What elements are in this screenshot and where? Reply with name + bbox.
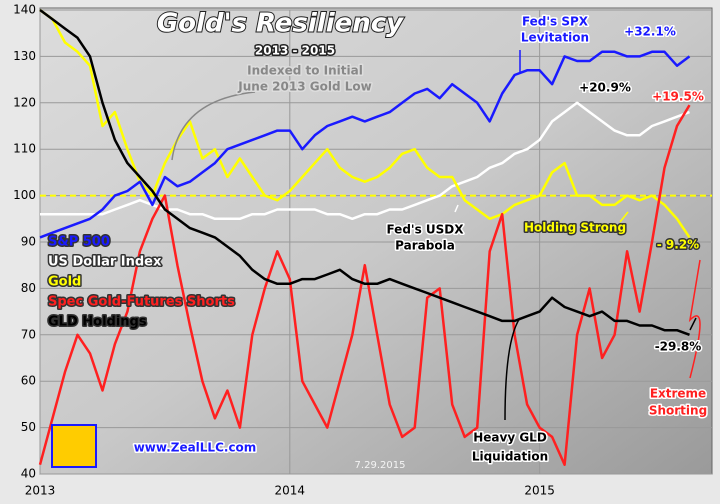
y-tick-label: 90 bbox=[21, 235, 36, 249]
chart-title: Gold's Resiliency bbox=[157, 9, 404, 39]
annotation: Parabola bbox=[395, 239, 455, 253]
annotation: Liquidation bbox=[472, 450, 548, 464]
annotation: +19.5% bbox=[652, 90, 704, 104]
annotation: Indexed to Initial bbox=[247, 64, 363, 78]
arrows bbox=[171, 50, 701, 421]
annotation: Shorting bbox=[649, 404, 707, 418]
annotation: www.ZealLLC.com bbox=[134, 441, 257, 455]
annotation: Heavy GLD bbox=[473, 431, 547, 445]
annotation: +20.9% bbox=[579, 81, 631, 95]
series-line bbox=[39, 8, 690, 336]
plot-area bbox=[39, 7, 713, 475]
series-line bbox=[38, 104, 691, 466]
x-tick-label: 2015 bbox=[524, 484, 555, 498]
annotation: - 9.2% bbox=[657, 238, 699, 252]
y-tick-label: 120 bbox=[13, 95, 36, 109]
y-tick-label: 130 bbox=[13, 49, 36, 63]
y-tick-label: 100 bbox=[13, 188, 36, 202]
legend-entry: Gold bbox=[48, 275, 81, 290]
y-tick-label: 40 bbox=[21, 467, 36, 481]
annotation: Levitation bbox=[521, 31, 589, 45]
legend-entry: US Dollar Index bbox=[48, 255, 162, 270]
legend: S&P 500 US Dollar Index Gold Spec Gold-Futu… bbox=[47, 233, 237, 331]
x-tick-label: 2014 bbox=[275, 484, 306, 498]
x-tick-label: 2013 bbox=[25, 484, 56, 498]
lines bbox=[38, 8, 691, 466]
logo bbox=[51, 424, 97, 468]
series-line bbox=[39, 8, 691, 239]
legend-entry: Spec Gold-Futures Shorts bbox=[48, 295, 235, 310]
annotation: -29.8% bbox=[655, 340, 702, 354]
y-tick-label: 80 bbox=[21, 281, 36, 295]
annotation: Fed's SPX bbox=[522, 15, 589, 29]
subtitle: 2013 - 2015 bbox=[255, 44, 335, 58]
annotation: 7.29.2015 bbox=[355, 460, 406, 471]
annotation: Fed's USDX bbox=[386, 223, 464, 237]
series-line bbox=[39, 50, 691, 239]
legend-entry: GLD Holdings bbox=[48, 315, 147, 330]
annotation: Holding Strong bbox=[524, 221, 626, 235]
y-tick-label: 110 bbox=[13, 142, 36, 156]
y-tick-label: 70 bbox=[21, 327, 36, 341]
grid bbox=[39, 9, 712, 475]
annotation: +32.1% bbox=[624, 25, 676, 39]
annotation: June 2013 Gold Low bbox=[237, 80, 371, 94]
legend-entry: S&P 500 bbox=[48, 235, 110, 250]
annotations: Gold's Resiliency 2013 - 2015 Indexed to… bbox=[51, 8, 709, 471]
y-tick-label: 50 bbox=[21, 420, 36, 434]
series-line bbox=[40, 101, 690, 221]
y-tick-label: 140 bbox=[13, 3, 36, 17]
annotation: Extreme bbox=[650, 387, 706, 401]
y-tick-label: 60 bbox=[21, 374, 36, 388]
